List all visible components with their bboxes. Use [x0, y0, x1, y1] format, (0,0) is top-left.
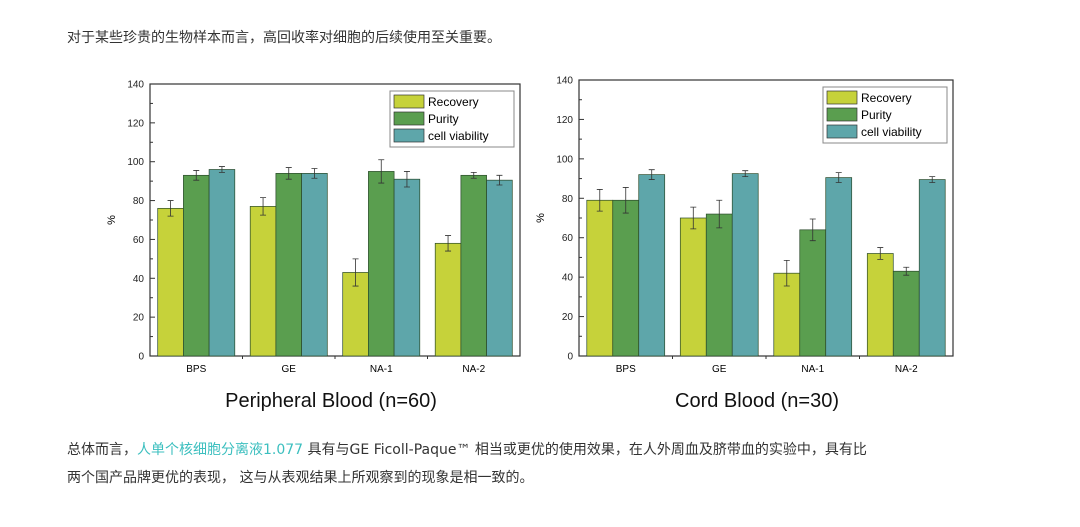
bar-purity [460, 174, 487, 357]
bar-cell-viability [393, 178, 421, 357]
bar-purity [705, 213, 733, 357]
intro-paragraph: 对于某些珍贵的生物样本而言，高回收率对细胞的后续使用至关重要。 [67, 30, 501, 46]
y-tick-label: 20 [562, 312, 574, 323]
bar-recovery [586, 199, 614, 357]
y-tick-label: 60 [562, 233, 574, 244]
y-tick-label: 40 [562, 273, 574, 284]
product-link[interactable]: 人单个核细胞分离液1.077 [137, 442, 304, 458]
peripheral-blood-chart: 0 20 40 60 80 100 120 140% BPS GE NA-1 NA-2 Recovery… [106, 80, 521, 375]
error-bar [445, 235, 452, 252]
x-tick-label: NA-2 [462, 364, 485, 375]
legend-label: Purity [861, 108, 892, 122]
error-bar [260, 197, 267, 216]
conclusion-line1: 具有与GE Ficoll-Paque™ 相当或更优的使用效果，在人外周血及脐带血… [303, 442, 867, 458]
bar-recovery [434, 242, 462, 357]
x-tick-label: NA-1 [370, 364, 393, 375]
bar-recovery [249, 206, 277, 357]
y-tick-label: 140 [127, 80, 144, 91]
bar-cell-viability [486, 179, 513, 357]
legend-swatch [826, 107, 858, 122]
bar-cell-viability [638, 174, 666, 357]
error-bar [716, 199, 723, 229]
y-tick-label: 120 [127, 118, 144, 129]
bar-cell-viability [208, 169, 236, 357]
legend-swatch [393, 94, 425, 109]
y-tick-label: 0 [138, 352, 144, 363]
bar-purity [612, 199, 640, 357]
error-bar [311, 168, 318, 179]
bar-recovery [157, 207, 184, 357]
y-axis-label: % [106, 215, 118, 225]
error-bar [378, 159, 385, 184]
y-tick-label: 0 [567, 352, 573, 363]
y-tick-label: 40 [133, 274, 145, 285]
error-bar [596, 189, 603, 212]
bar-purity [892, 270, 920, 357]
error-bar [809, 218, 816, 242]
bar-cell-viability [825, 177, 853, 357]
error-bar [783, 259, 790, 287]
cord-blood-chart: 0 20 40 60 80 100 120 140% BPS GE NA-1 NA-2 Recovery… [535, 76, 954, 375]
error-bar [167, 200, 174, 217]
y-tick-label: 120 [556, 115, 573, 126]
legend-swatch [393, 128, 425, 143]
legend-label: Recovery [861, 91, 912, 105]
chart-title-peripheral: Peripheral Blood (n=60) [225, 390, 437, 412]
x-tick-label: NA-1 [801, 364, 824, 375]
bar-cell-viability [301, 173, 328, 357]
y-tick-label: 80 [133, 196, 145, 207]
bar-recovery [866, 253, 894, 357]
y-tick-label: 80 [562, 194, 574, 205]
y-tick-label: 20 [133, 313, 145, 324]
x-tick-label: BPS [186, 364, 206, 375]
x-tick-label: GE [712, 364, 727, 375]
error-bar [496, 174, 503, 186]
y-tick-label: 100 [556, 154, 573, 165]
conclusion-line2: 两个国产品牌更优的表现， 这与从表观结果上所观察到的现象是相一致的。 [67, 470, 534, 486]
error-bar [285, 167, 292, 180]
error-bar [352, 258, 359, 287]
bar-purity [799, 229, 827, 357]
y-axis-label: % [535, 213, 547, 223]
conclusion-paragraph: 总体而言，人单个核细胞分离液1.077 具有与GE Ficoll-Paque™ … [67, 436, 867, 492]
legend-label: cell viability [428, 129, 489, 143]
y-tick-label: 60 [133, 235, 145, 246]
error-bar [218, 166, 225, 173]
legend-swatch [826, 90, 858, 105]
bar-purity [183, 174, 210, 357]
bar-purity [368, 171, 395, 357]
error-bar [690, 206, 697, 230]
x-tick-label: BPS [616, 364, 636, 375]
chart-title-cord: Cord Blood (n=30) [675, 390, 839, 412]
x-tick-label: GE [282, 364, 297, 375]
legend-swatch [393, 111, 425, 126]
error-bar [470, 172, 477, 179]
error-bar [742, 170, 749, 177]
error-bar [903, 266, 910, 276]
error-bar [648, 169, 655, 180]
x-tick-label: NA-2 [895, 364, 918, 375]
legend-label: cell viability [861, 125, 922, 139]
bar-recovery [679, 217, 707, 357]
y-tick-label: 100 [127, 157, 144, 168]
error-bar [622, 187, 629, 214]
bar-cell-viability [918, 179, 946, 357]
error-bar [193, 170, 200, 181]
error-bar [835, 172, 842, 183]
error-bar [403, 171, 410, 188]
legend-swatch [826, 124, 858, 139]
y-tick-label: 140 [556, 76, 573, 87]
legend-label: Purity [428, 112, 459, 126]
bar-cell-viability [731, 173, 759, 357]
error-bar [877, 247, 884, 260]
bar-purity [275, 173, 302, 357]
legend-label: Recovery [428, 95, 479, 109]
error-bar [929, 176, 936, 183]
conclusion-prefix: 总体而言， [67, 442, 137, 458]
bar-recovery [773, 272, 801, 357]
